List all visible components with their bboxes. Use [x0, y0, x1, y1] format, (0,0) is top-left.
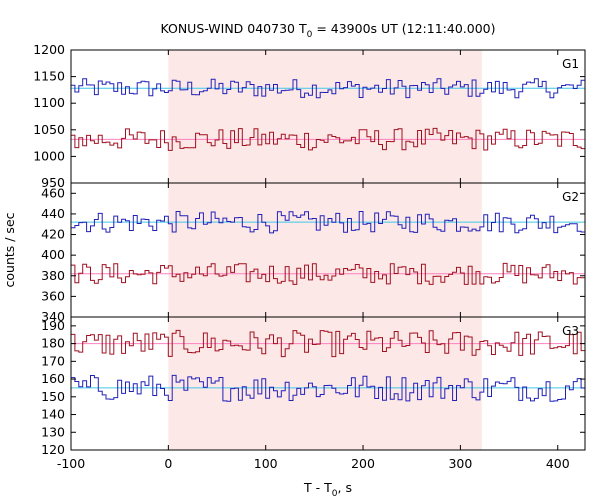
y-tick-label-g3: 130	[41, 424, 65, 439]
series-g3-high	[71, 329, 585, 358]
x-tick-label: 100	[254, 456, 278, 471]
y-tick-label-g2: 460	[41, 185, 65, 200]
plot-root: 95010001050110011501200G1340360380400420…	[33, 42, 586, 471]
x-tick-label: -100	[57, 456, 85, 471]
chart-title: KONUS-WIND 040730 T0 = 43900s UT (12:11:…	[160, 21, 495, 40]
x-axis-title: T - T0, s	[303, 480, 352, 499]
y-tick-label-g3: 180	[41, 336, 65, 351]
y-tick-label-g1: 1200	[33, 42, 65, 57]
y-tick-label-g1: 1050	[33, 122, 65, 137]
x-tick-label: 200	[351, 456, 375, 471]
y-tick-label-g2: 400	[41, 247, 65, 262]
x-tick-label: 0	[164, 456, 172, 471]
series-g3-low	[71, 374, 585, 402]
series-g2-low	[71, 211, 585, 234]
panel-g1: 950 1000 1050 1100 1150 1200 G1	[33, 42, 586, 190]
y-tick-label-g1: 950	[41, 175, 65, 190]
y-tick-label-g1: 1100	[33, 95, 65, 110]
series-g1-high	[71, 127, 585, 151]
series-g1-low	[71, 78, 585, 99]
panel-frame-g3	[70, 316, 586, 451]
panel-g3: 120 130 140 150 160 170 180 190 G3	[41, 316, 586, 457]
y-tick-label-g2: 380	[41, 268, 65, 283]
x-tick-label: 300	[448, 456, 472, 471]
panel-label-g2: G2	[562, 190, 579, 204]
panel-label-g1: G1	[562, 57, 579, 71]
y-tick-label-g3: 120	[41, 442, 65, 457]
y-tick-label-g1: 1000	[33, 148, 65, 163]
y-tick-label-g2: 360	[41, 288, 65, 303]
series-g2-high	[71, 262, 585, 285]
y-tick-label-g2: 420	[41, 227, 65, 242]
y-tick-label-g2: 340	[41, 309, 65, 324]
y-tick-label-g3: 140	[41, 407, 65, 422]
y-tick-label-g3: 150	[41, 389, 65, 404]
panel-label-g3: G3	[562, 324, 579, 338]
y-tick-label-g2: 440	[41, 206, 65, 221]
y-tick-label-g1: 1150	[33, 69, 65, 84]
y-tick-label-g3: 160	[41, 371, 65, 386]
y-tick-label-g3: 170	[41, 353, 65, 368]
y-tick-label-g3: 190	[41, 318, 65, 333]
y-axis-title: counts / sec	[2, 212, 17, 287]
shaded-interval	[168, 50, 482, 450]
x-tick-label: 400	[546, 456, 570, 471]
